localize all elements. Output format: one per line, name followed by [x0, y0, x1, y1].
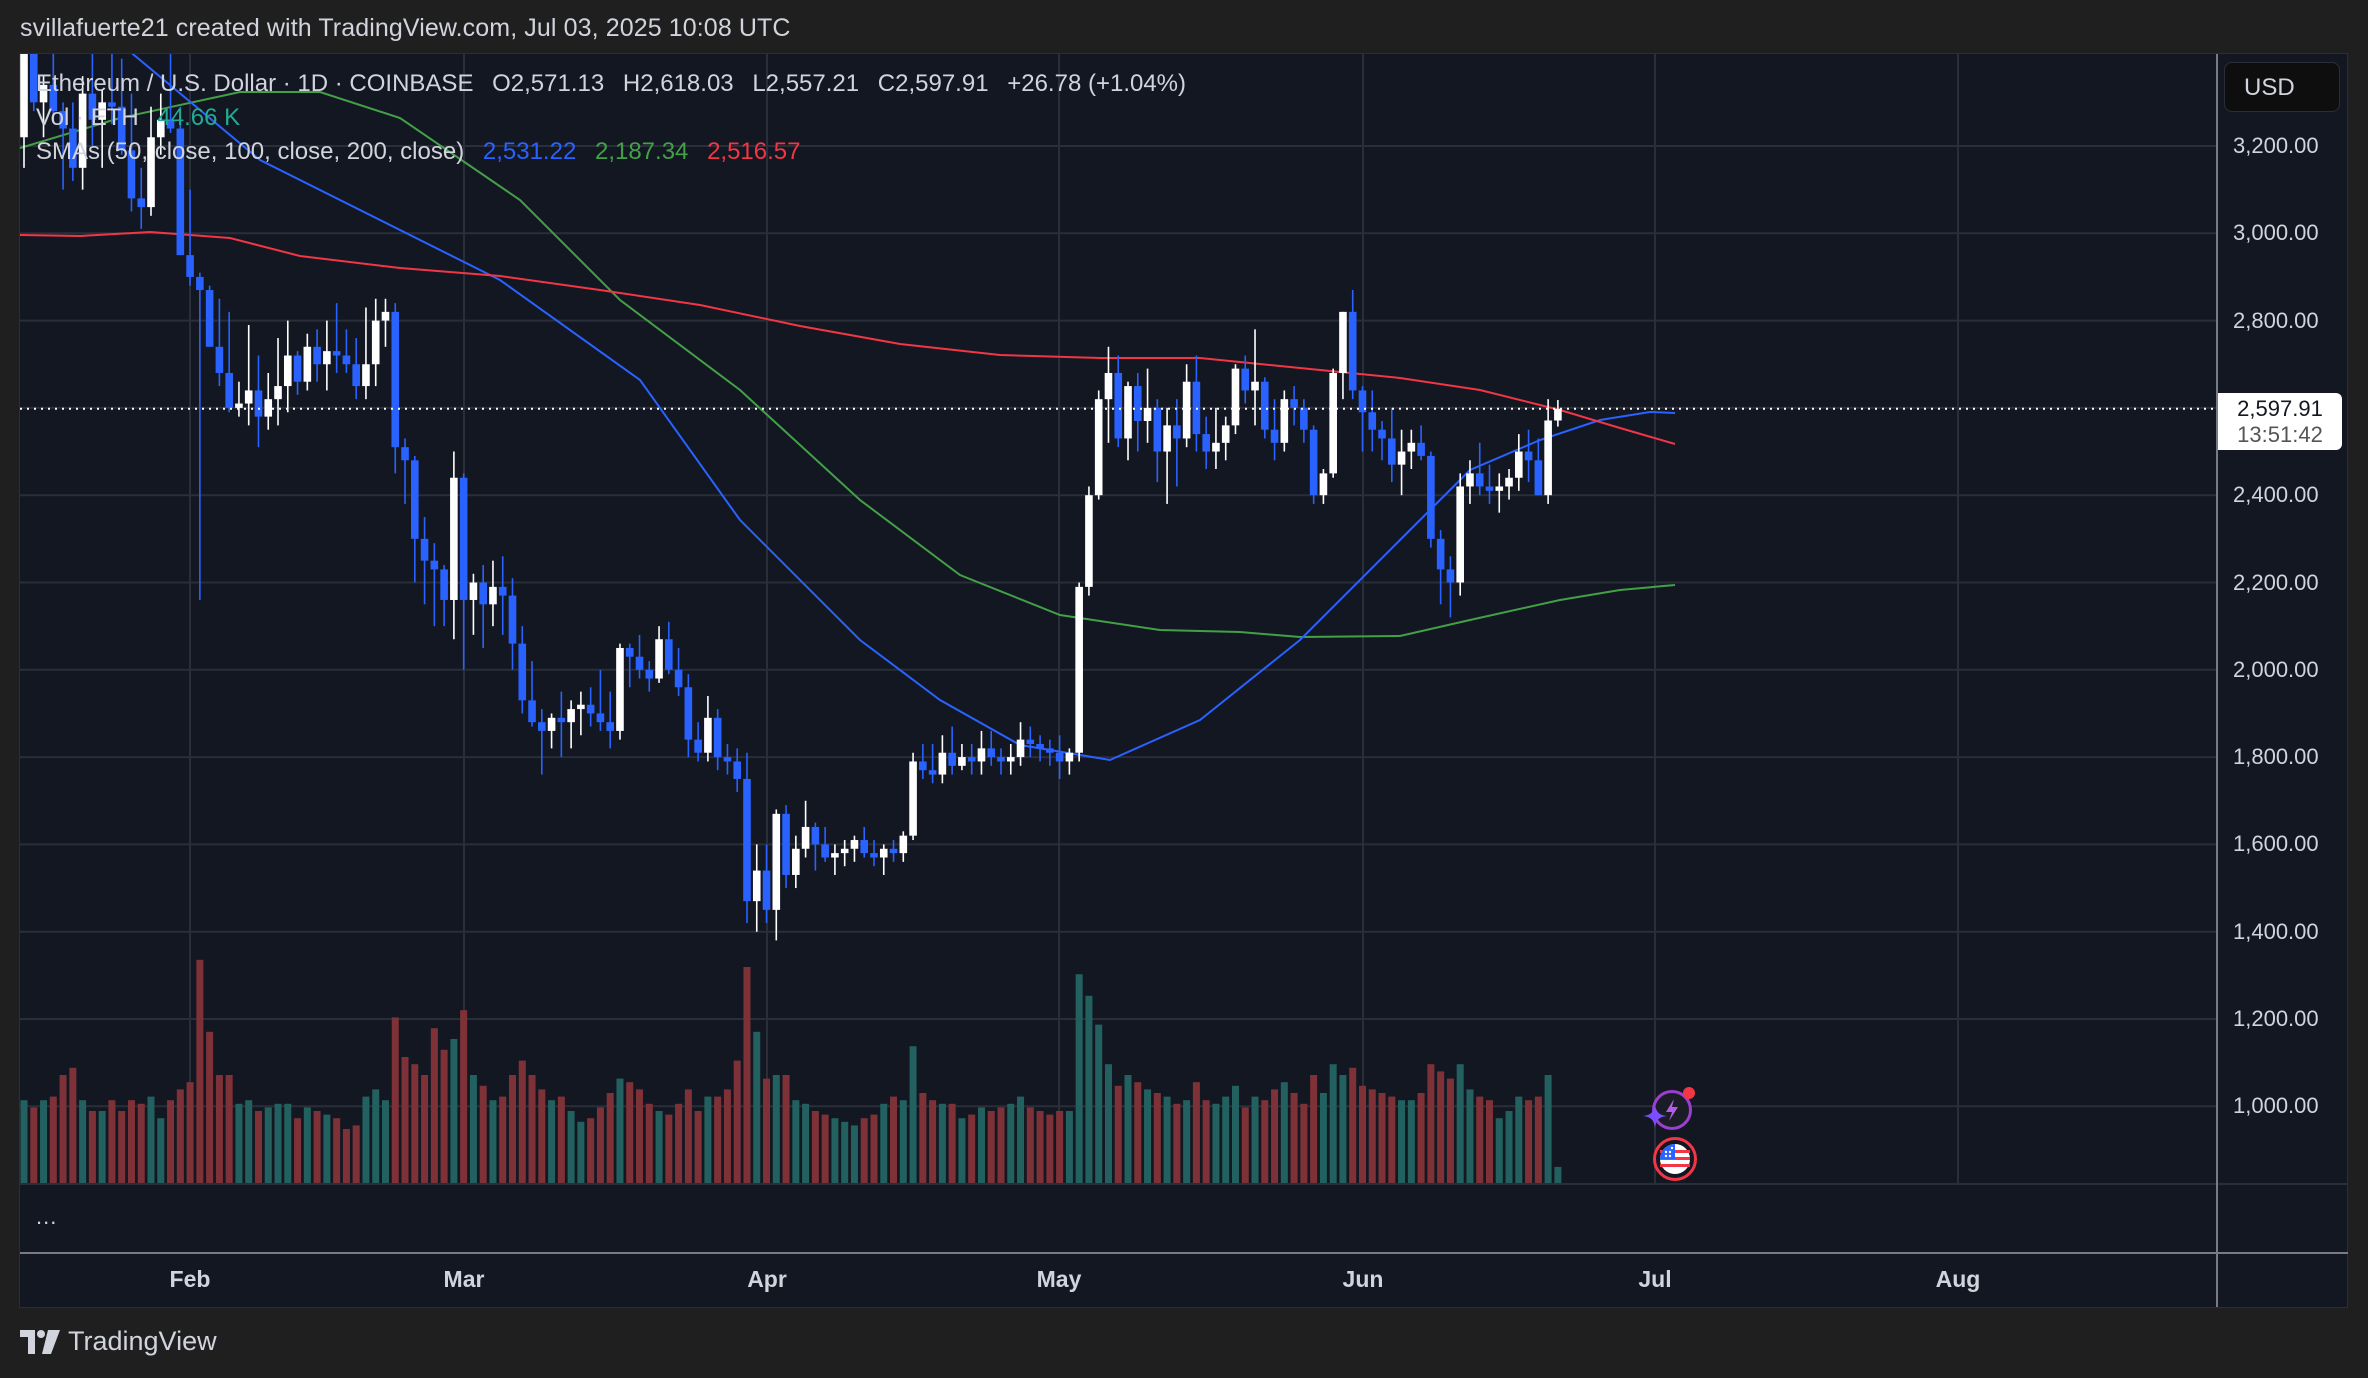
symbol-title: Ethereum / U.S. Dollar · 1D · COINBASE	[36, 70, 474, 97]
price-tick-label: 2,200.00	[2233, 569, 2319, 595]
sma50-value: 2,531.22	[482, 138, 577, 165]
time-tick-label: Feb	[169, 1266, 211, 1292]
time-tick-label: Aug	[1935, 1266, 1981, 1292]
pane-menu-button[interactable]: ...	[36, 1204, 58, 1229]
time-tick-label: Jul	[1638, 1266, 1672, 1292]
chart-credit: svillafuerte21 created with TradingView.…	[20, 14, 791, 42]
sma200-value: 2,516.57	[707, 138, 801, 165]
price-tick-label: 1,600.00	[2233, 831, 2319, 857]
volume-legend[interactable]: Vol · ETH 44.66 K	[36, 104, 252, 132]
ohlc-high: H2,618.03	[622, 70, 734, 97]
time-tick-label: May	[1036, 1266, 1082, 1292]
symbol-legend[interactable]: Ethereum / U.S. Dollar · 1D · COINBASE O…	[36, 70, 1198, 98]
price-tick-label: 1,800.00	[2233, 744, 2319, 770]
brand-name: TradingView	[68, 1326, 217, 1356]
time-tick-label: Apr	[747, 1266, 787, 1292]
notification-dot-icon	[1683, 1087, 1695, 1099]
volume-value: 44.66 K	[157, 104, 241, 131]
price-tick-label: 3,200.00	[2233, 133, 2319, 158]
time-tick-label: Jun	[1342, 1266, 1384, 1292]
price-tick-label: 1,400.00	[2233, 918, 2319, 944]
ohlc-close: C2,597.91	[877, 70, 989, 97]
time-tick-label: Mar	[443, 1266, 485, 1292]
last-price-tag: 2,597.91 13:51:42	[2218, 393, 2342, 450]
price-tick-label: 1,000.00	[2233, 1093, 2319, 1119]
us-flag-events-icon[interactable]	[1653, 1137, 1697, 1181]
volume-label: Vol · ETH	[36, 104, 139, 131]
sma100-value: 2,187.34	[594, 138, 689, 165]
price-tick-label: 2,000.00	[2233, 656, 2319, 682]
sparkle-icon	[1643, 1104, 1667, 1133]
last-price-value: 2,597.91	[2237, 396, 2323, 421]
price-tick-label: 2,400.00	[2233, 482, 2319, 508]
tradingview-logo-icon	[20, 1329, 60, 1354]
tradingview-logo[interactable]: TradingView	[20, 1326, 217, 1357]
bar-countdown: 13:51:42	[2237, 422, 2323, 447]
sma-legend[interactable]: SMAs (50, close, 100, close, 200, close)…	[36, 138, 812, 166]
ohlc-open: O2,571.13	[492, 70, 605, 97]
ohlc-change: +26.78 (+1.04%)	[1007, 70, 1187, 97]
ohlc-low: L2,557.21	[752, 70, 860, 97]
price-tick-label: 3,000.00	[2233, 220, 2319, 246]
price-tick-label: 1,200.00	[2233, 1006, 2319, 1031]
price-tick-label: 2,800.00	[2233, 307, 2319, 333]
currency-button[interactable]: USD	[2224, 62, 2340, 112]
sma-label: SMAs (50, close, 100, close, 200, close)	[36, 138, 465, 165]
